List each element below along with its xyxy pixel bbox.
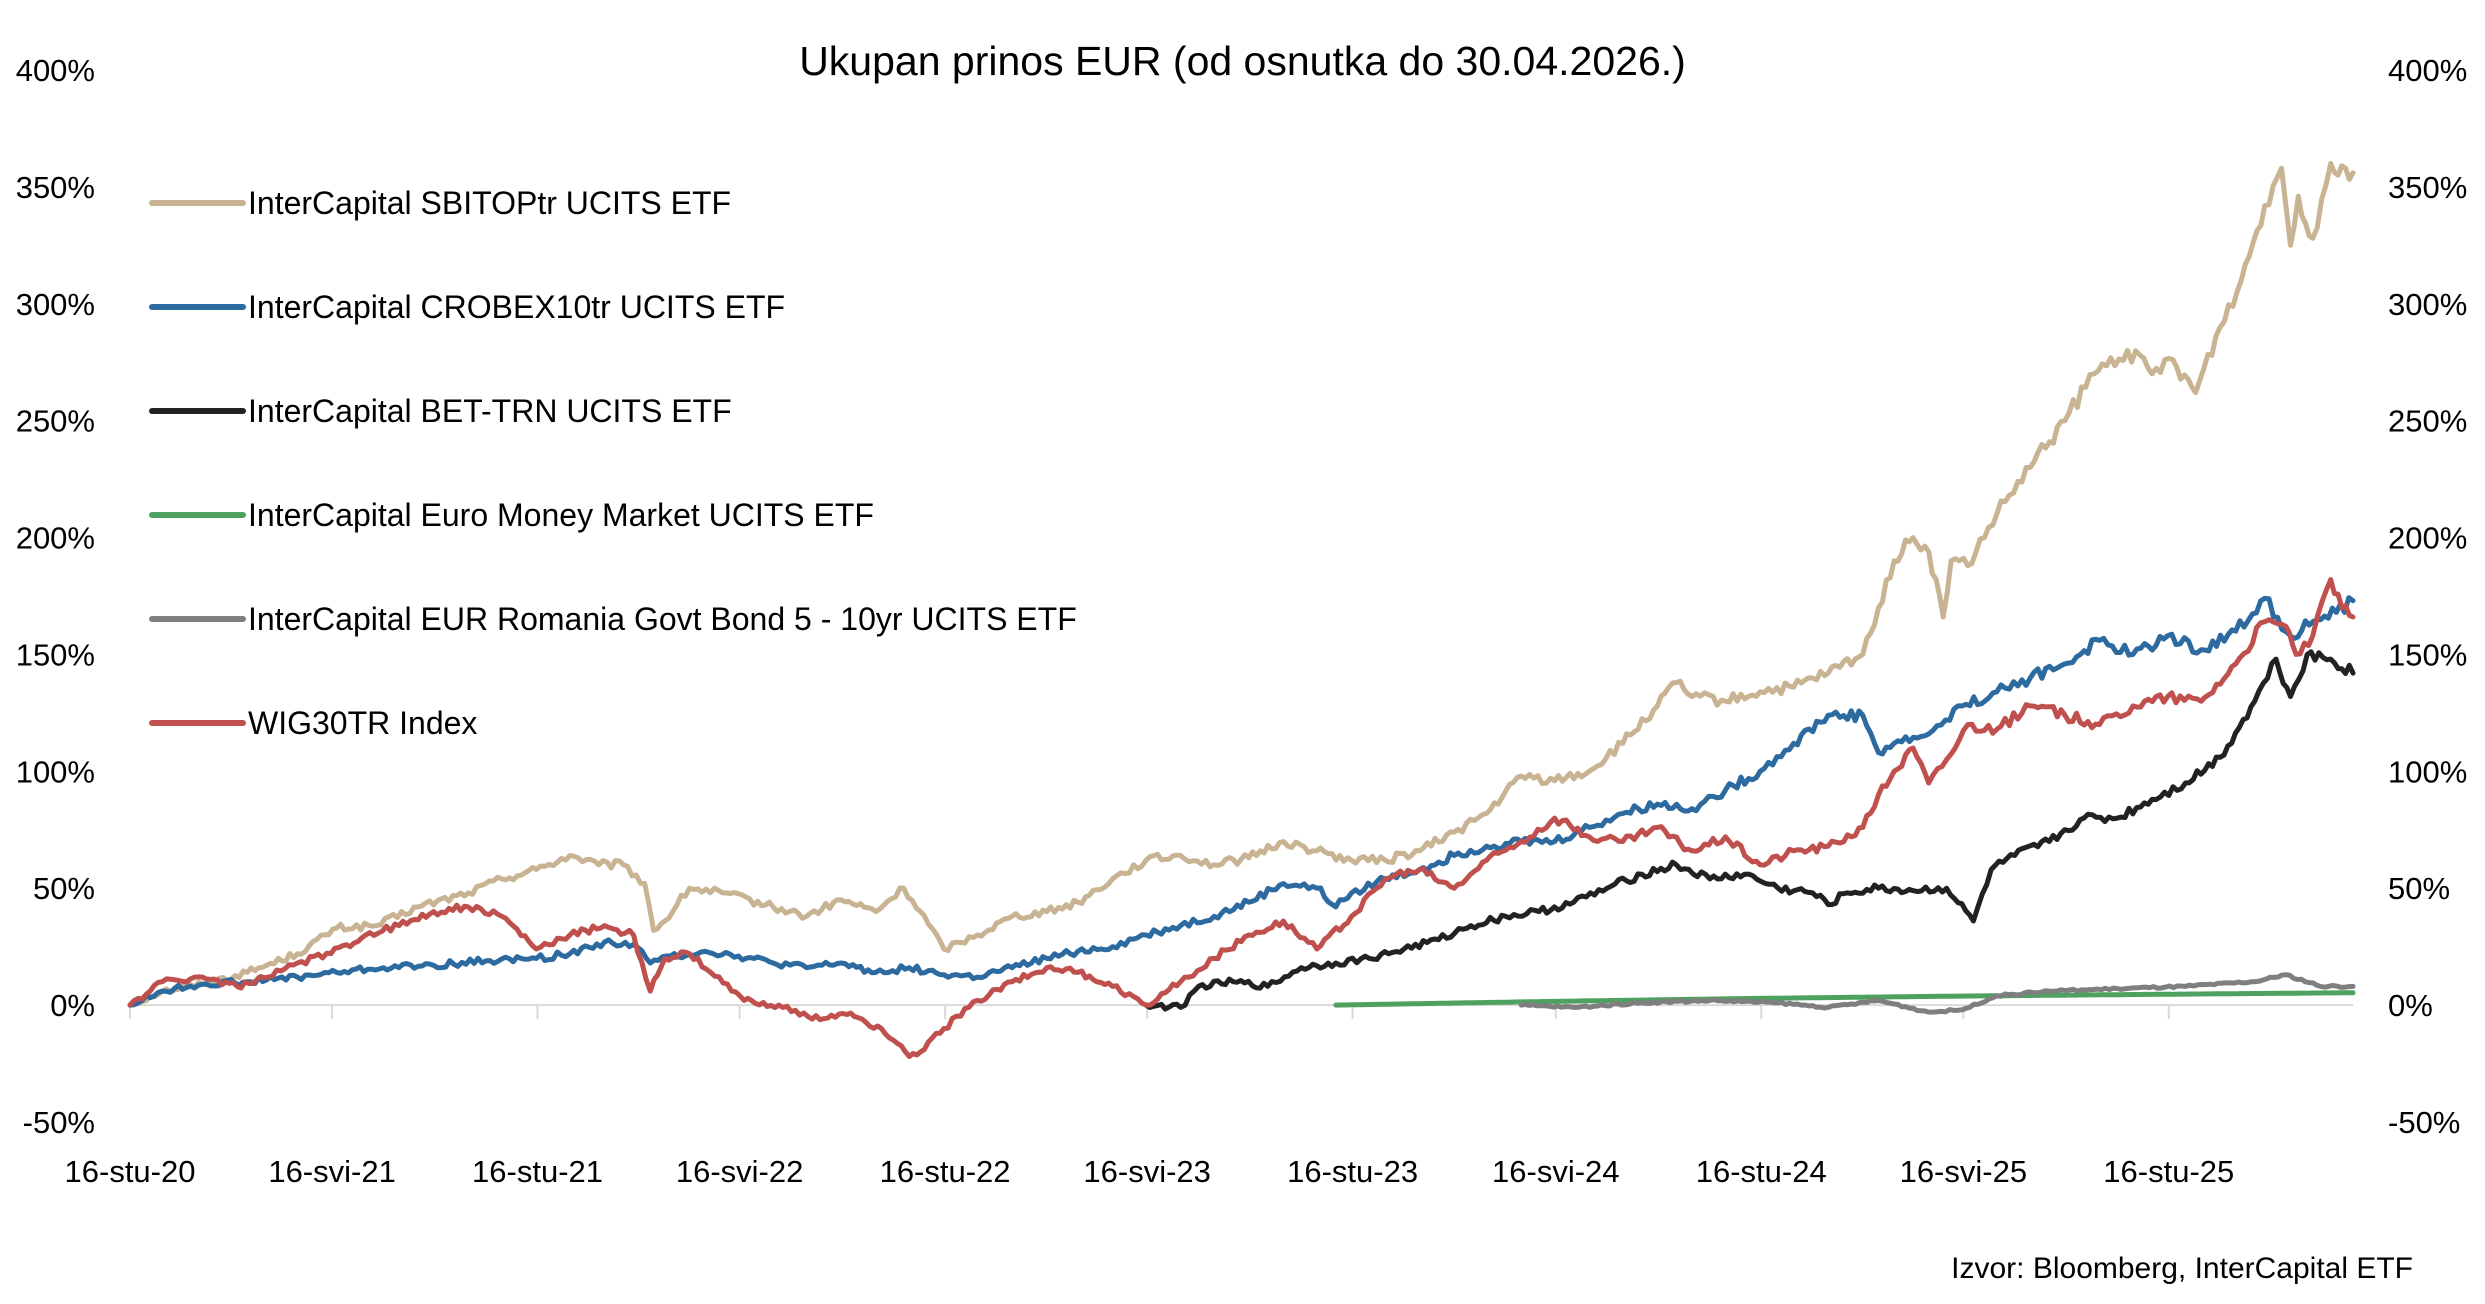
y-tick-label-right: 100%: [2388, 754, 2467, 789]
series-line-1: [127, 161, 2356, 1008]
legend-label-3: InterCapital BET-TRN UCITS ETF: [248, 393, 732, 429]
y-tick-label-right: 400%: [2388, 53, 2467, 88]
y-tick-label-right: 50%: [2388, 871, 2450, 906]
legend-label-1: InterCapital SBITOPtr UCITS ETF: [248, 185, 731, 221]
x-tick-label: 16-svi-24: [1492, 1154, 1620, 1189]
series-lines: [127, 161, 2356, 1059]
y-tick-label-right: 150%: [2388, 637, 2467, 672]
series-line-3: [1143, 649, 2356, 1012]
x-tick-label: 16-stu-24: [1696, 1154, 1827, 1189]
y-tick-label-left: 250%: [16, 404, 95, 439]
x-tick-label: 16-svi-21: [268, 1154, 396, 1189]
x-tick-label: 16-stu-21: [472, 1154, 603, 1189]
legend-label-2: InterCapital CROBEX10tr UCITS ETF: [248, 289, 785, 325]
y-tick-label-left: 100%: [16, 754, 95, 789]
axes: 400% 400% 350% 350% 300% 300% 250% 250% 200% 200%…: [16, 53, 2468, 1189]
x-tick-label: 16-svi-23: [1083, 1154, 1211, 1189]
series-line-4: [1333, 990, 2356, 1008]
series-line-6: [127, 577, 2356, 1059]
y-tick-label-right: 350%: [2388, 170, 2467, 205]
y-tick-label-right: 300%: [2388, 287, 2467, 322]
source-note: Izvor: Bloomberg, InterCapital ETF: [1951, 1252, 2413, 1285]
series-line-5: [1518, 972, 2356, 1015]
x-tick-label: 16-stu-20: [65, 1154, 196, 1189]
x-tick-label: 16-svi-25: [1900, 1154, 2028, 1189]
y-tick-label-right: -50%: [2388, 1105, 2460, 1140]
y-tick-label-right: 0%: [2388, 988, 2433, 1023]
y-tick-label-left: -50%: [23, 1105, 95, 1140]
y-tick-label-left: 150%: [16, 637, 95, 672]
legend-label-4: InterCapital Euro Money Market UCITS ETF: [248, 497, 874, 533]
y-tick-label-left: 300%: [16, 287, 95, 322]
y-tick-label-right: 200%: [2388, 521, 2467, 556]
y-tick-label-right: 250%: [2388, 404, 2467, 439]
x-tick-label: 16-stu-25: [2103, 1154, 2234, 1189]
legend-label-6: WIG30TR Index: [248, 705, 477, 741]
y-tick-label-left: 350%: [16, 170, 95, 205]
y-tick-label-left: 200%: [16, 521, 95, 556]
legend: InterCapital SBITOPtr UCITS ETF InterCapi…: [149, 185, 1077, 741]
y-tick-label-left: 50%: [33, 871, 95, 906]
chart-title: Ukupan prinos EUR (od osnutka do 30.04.2…: [799, 38, 1686, 84]
x-tick-label: 16-stu-22: [880, 1154, 1011, 1189]
y-tick-label-left: 0%: [50, 988, 95, 1023]
y-tick-label-left: 400%: [16, 53, 95, 88]
x-tick-label: 16-svi-22: [676, 1154, 804, 1189]
series-line-2: [127, 595, 2356, 1008]
legend-label-5: InterCapital EUR Romania Govt Bond 5 - 1…: [248, 601, 1077, 637]
x-tick-label: 16-stu-23: [1287, 1154, 1418, 1189]
